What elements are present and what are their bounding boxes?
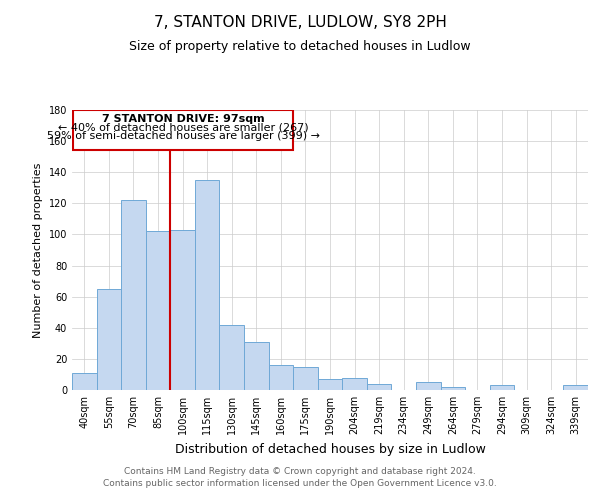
Bar <box>195 180 220 390</box>
Text: Contains HM Land Registry data © Crown copyright and database right 2024.
Contai: Contains HM Land Registry data © Crown c… <box>103 466 497 487</box>
Bar <box>220 324 244 390</box>
Bar <box>367 384 391 390</box>
Bar <box>97 289 121 390</box>
Bar <box>490 386 514 390</box>
Bar <box>416 382 440 390</box>
Text: 7, STANTON DRIVE, LUDLOW, SY8 2PH: 7, STANTON DRIVE, LUDLOW, SY8 2PH <box>154 15 446 30</box>
Bar <box>293 366 318 390</box>
Bar <box>244 342 269 390</box>
Bar <box>121 200 146 390</box>
Text: 59% of semi-detached houses are larger (399) →: 59% of semi-detached houses are larger (… <box>47 131 320 141</box>
X-axis label: Distribution of detached houses by size in Ludlow: Distribution of detached houses by size … <box>175 442 485 456</box>
Bar <box>269 365 293 390</box>
Bar <box>563 386 588 390</box>
Bar <box>146 232 170 390</box>
Text: 7 STANTON DRIVE: 97sqm: 7 STANTON DRIVE: 97sqm <box>102 114 265 124</box>
Text: ← 40% of detached houses are smaller (267): ← 40% of detached houses are smaller (26… <box>58 122 308 132</box>
Bar <box>170 230 195 390</box>
Y-axis label: Number of detached properties: Number of detached properties <box>33 162 43 338</box>
Bar <box>72 373 97 390</box>
Bar <box>440 387 465 390</box>
Bar <box>73 110 293 150</box>
Bar <box>342 378 367 390</box>
Bar <box>318 379 342 390</box>
Text: Size of property relative to detached houses in Ludlow: Size of property relative to detached ho… <box>129 40 471 53</box>
